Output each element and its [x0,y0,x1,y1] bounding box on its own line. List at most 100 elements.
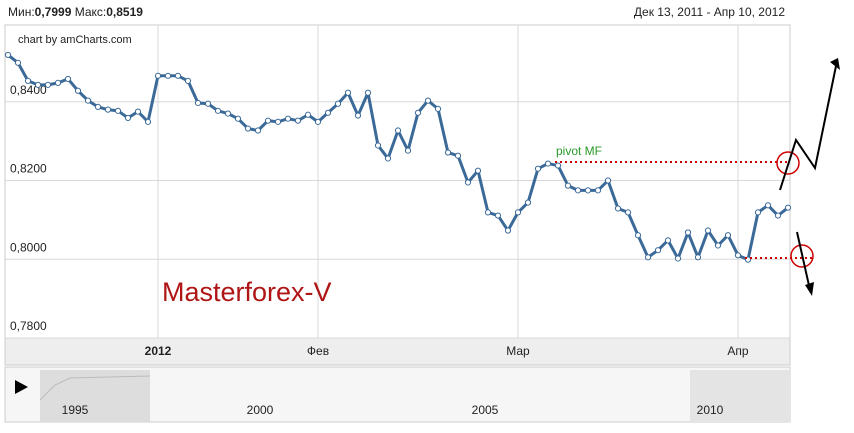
max-label: Макс: [75,5,107,19]
arrow-down [796,231,811,291]
navigator-label: 2005 [472,403,499,417]
min-value: 0,7999 [35,5,72,19]
point [154,72,162,79]
credit: chart by amCharts.com [18,34,132,46]
point [484,209,492,216]
point [14,59,22,66]
point [444,149,452,156]
point [44,81,52,88]
point [514,209,522,216]
point [574,187,582,194]
point [604,177,612,184]
marker-circle [790,244,814,268]
point [94,103,102,110]
min-label: Мин: [8,5,35,19]
point [134,108,142,115]
marker-circle [776,151,800,175]
arrow-head [830,58,840,70]
watermark: Masterforex-V [162,277,332,307]
point [344,89,352,96]
y-tick-label: 0,8000 [10,240,47,254]
arrow-up [779,65,837,191]
point [64,75,72,83]
point [584,187,592,194]
point [734,252,742,259]
x-tick-label: 2012 [145,344,172,358]
point [594,187,602,194]
navigator-shade [40,370,150,422]
point [704,227,712,234]
point [434,105,442,112]
point [184,77,192,85]
point [354,112,362,119]
point [544,160,552,167]
period: Дек 13, 2011 - Апр 10, 2012 [634,5,785,19]
arrow-head [805,282,814,296]
point [74,87,82,94]
y-tick-label: 0,7800 [10,319,47,333]
point [284,115,292,122]
max-value: 0,8519 [106,5,143,19]
play-button[interactable] [15,380,28,394]
point [464,179,472,186]
point [84,97,92,104]
point [24,77,32,85]
navigator-label: 2000 [247,403,274,417]
point [624,209,632,216]
point [614,205,622,212]
point [754,209,762,216]
plot-area [4,24,791,339]
point [764,202,772,209]
navigator-shade [690,370,790,422]
x-tick-label: Фев [307,344,329,358]
point [494,212,502,219]
y-tick-label: 0,8200 [10,162,47,176]
point [524,199,532,206]
point [554,162,562,169]
point [324,109,332,116]
point [394,127,402,134]
point [374,142,382,149]
point [454,152,462,159]
point [34,81,42,88]
point [684,229,692,236]
point [314,118,322,125]
point [244,125,252,132]
point [114,107,122,114]
point [4,51,12,59]
point [774,212,782,219]
point [644,254,652,261]
point [304,111,312,118]
point [194,99,202,107]
point [254,127,262,134]
point [564,182,572,189]
point [664,237,672,244]
point [214,107,222,114]
point [714,242,722,249]
point [504,227,512,234]
point [294,117,302,124]
point [274,118,282,125]
point [364,89,372,96]
point [724,232,732,239]
point [674,255,682,262]
x-tick-label: Мар [506,344,530,358]
point [404,147,412,154]
point [784,204,792,211]
point [474,167,482,174]
point [54,79,62,86]
point [234,115,242,122]
navigator-line [39,375,151,401]
point [104,106,112,113]
header-min: Мин:0,7999 Макс:0,8519 [8,5,143,19]
x-axis-band [4,337,791,366]
point [224,110,232,117]
point [424,97,432,104]
x-tick-label: Апр [727,344,749,358]
pivot-label: pivot MF [556,144,602,158]
point [264,117,272,124]
point [414,109,422,116]
point [654,247,662,254]
